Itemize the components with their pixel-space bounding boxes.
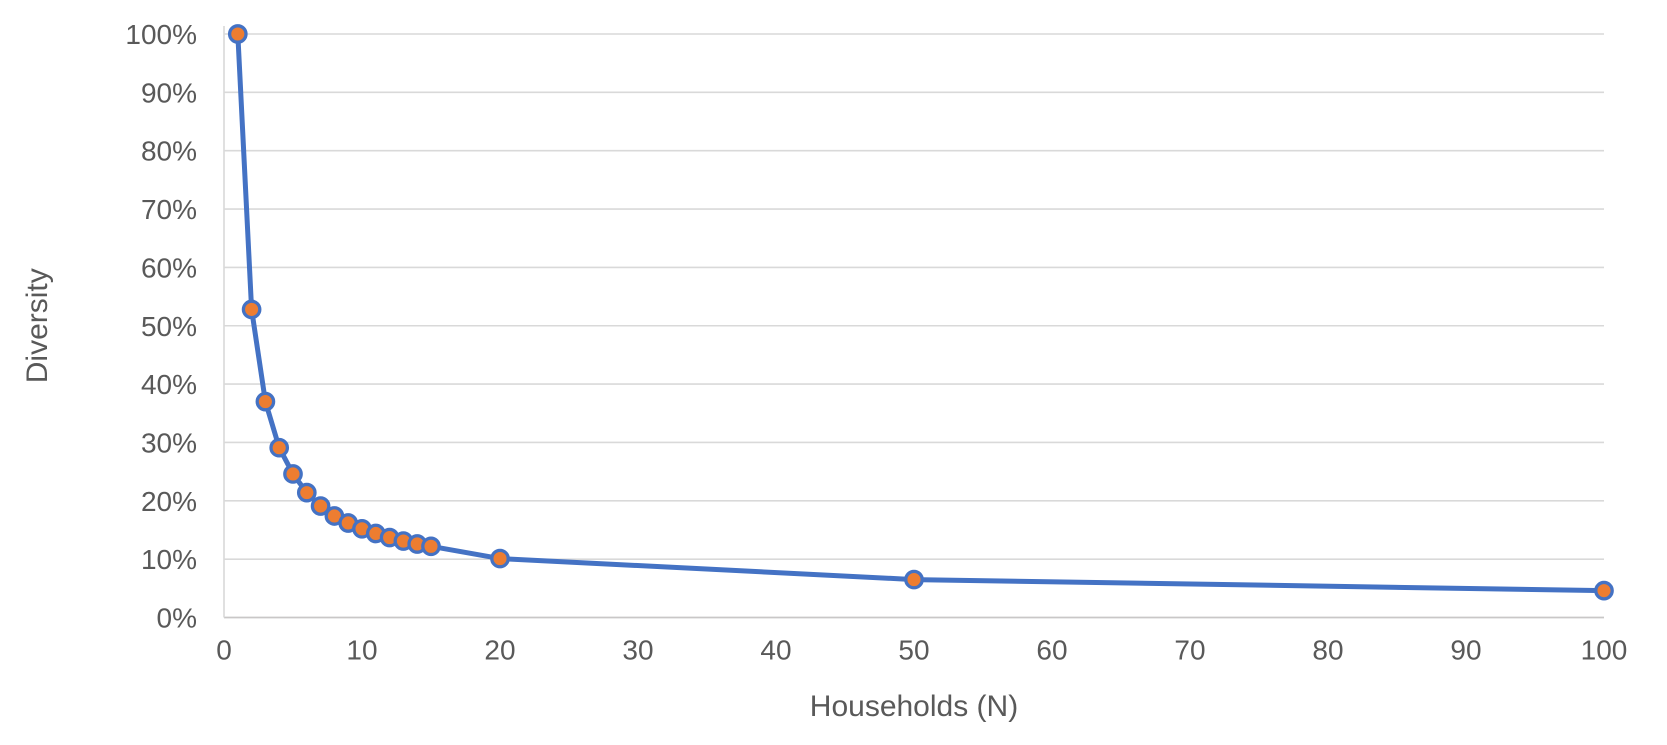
x-tick-label: 0	[216, 635, 232, 666]
y-tick-label: 0%	[157, 603, 197, 634]
data-point-marker	[241, 299, 262, 320]
y-tick-label: 70%	[141, 194, 197, 225]
data-point-marker	[283, 464, 303, 484]
x-tick-label: 90	[1450, 635, 1481, 666]
data-point-marker	[490, 548, 510, 569]
y-tick-label: 20%	[141, 486, 197, 517]
y-axis-title: Diversity	[21, 268, 54, 383]
y-tick-label: 80%	[141, 136, 197, 167]
y-tick-label: 10%	[141, 544, 197, 575]
y-tick-label: 90%	[141, 77, 197, 108]
series-line	[235, 31, 1607, 594]
x-tick-label: 10	[346, 635, 377, 666]
x-tick-label: 100	[1581, 635, 1628, 666]
data-point-marker	[255, 391, 276, 412]
y-tick-label: 30%	[141, 427, 197, 458]
series-line-path	[235, 31, 1607, 594]
data-point-marker	[1594, 580, 1614, 601]
x-axis-tick-labels: 0 10 20 30 40 50 60 70 80 90 100	[216, 635, 1627, 666]
x-axis-title: Households (N)	[810, 690, 1018, 723]
data-point-marker	[269, 437, 290, 458]
x-tick-label: 20	[484, 635, 515, 666]
data-point-marker	[296, 482, 317, 503]
y-tick-label: 40%	[141, 369, 197, 400]
y-tick-label: 60%	[141, 252, 197, 283]
y-axis-tick-labels: 0% 10% 20% 30% 40% 50% 60% 70% 80% 90% 100%	[125, 19, 197, 634]
data-point-marker	[421, 536, 441, 557]
y-tick-label: 50%	[141, 311, 197, 342]
data-point-marker	[904, 569, 924, 590]
x-tick-label: 50	[898, 635, 929, 666]
x-tick-label: 80	[1312, 635, 1343, 666]
x-tick-label: 70	[1174, 635, 1205, 666]
axis-lines	[223, 26, 1604, 619]
x-tick-label: 60	[1036, 635, 1067, 666]
x-tick-label: 30	[622, 635, 653, 666]
data-point-markers	[227, 24, 1614, 601]
data-point-marker	[227, 24, 248, 44]
data-point-marker	[310, 496, 331, 516]
x-tick-label: 40	[760, 635, 791, 666]
gridlines	[224, 33, 1604, 560]
y-tick-label: 100%	[125, 19, 197, 50]
